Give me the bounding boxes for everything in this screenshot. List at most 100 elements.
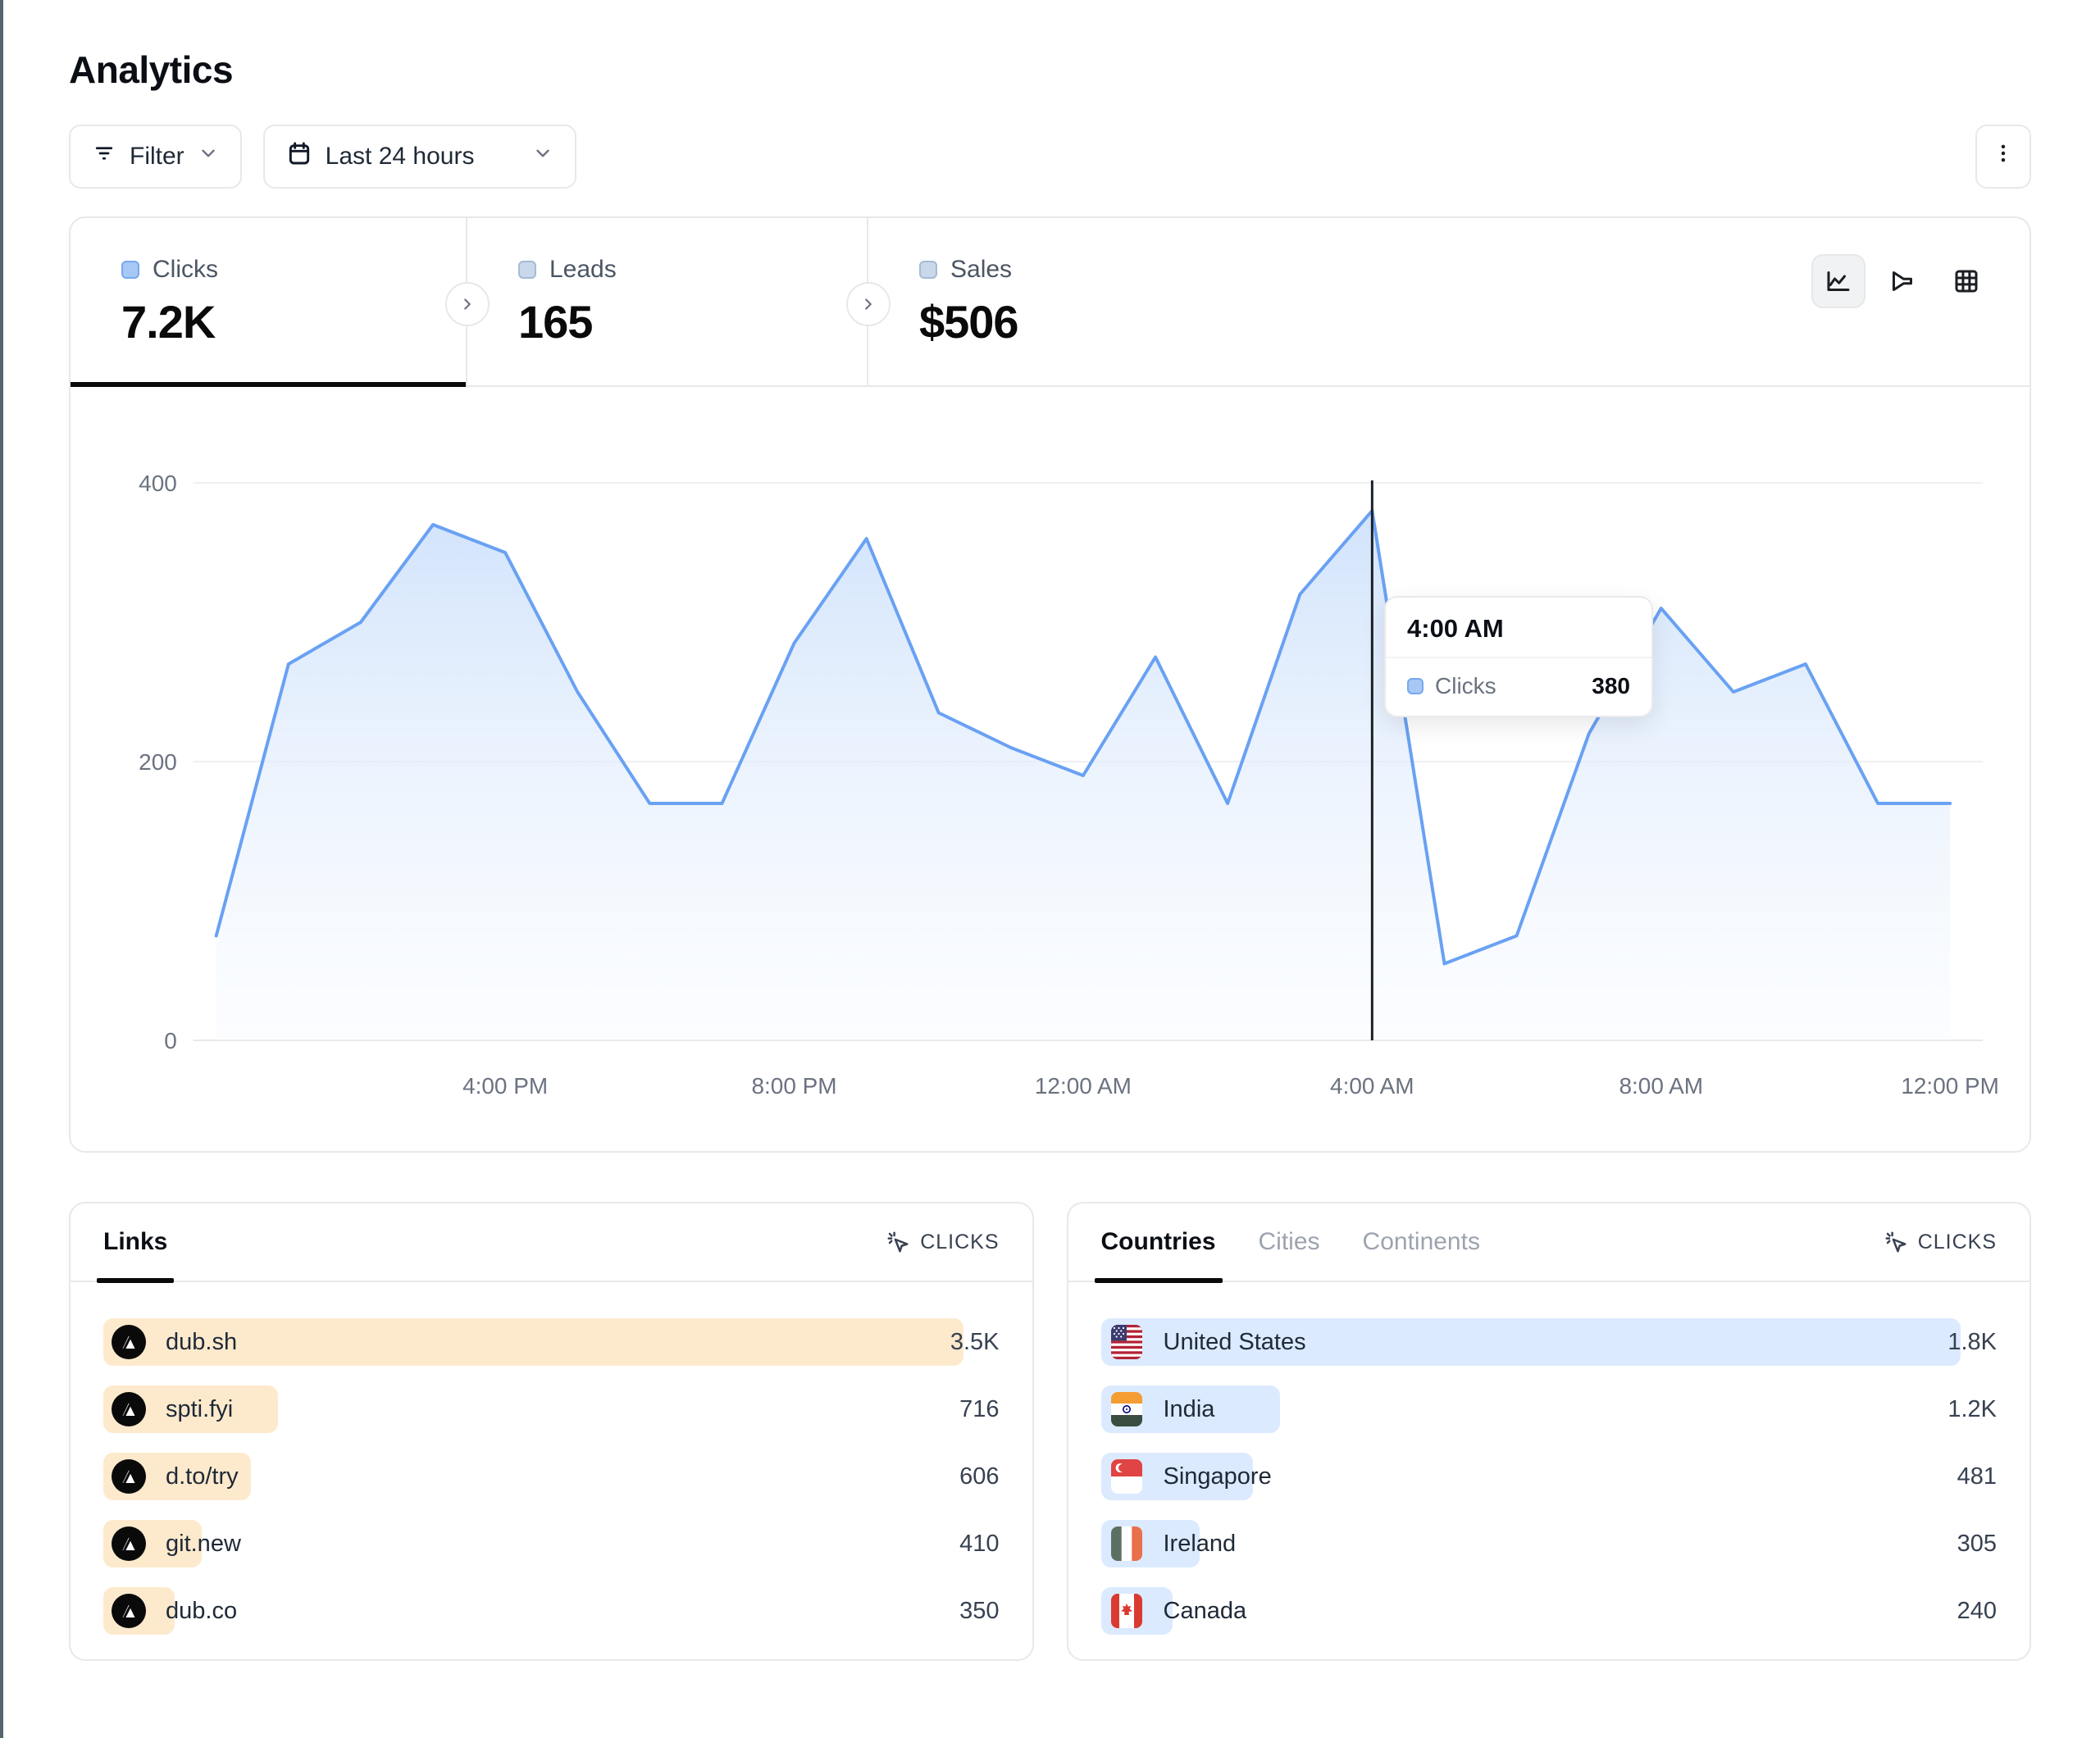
list-item-icon: [1109, 1392, 1144, 1426]
tab-links[interactable]: Links: [96, 1203, 175, 1283]
list-item[interactable]: dub.sh 3.5K: [103, 1318, 1000, 1366]
list-item-icon: [112, 1459, 146, 1494]
list-item-icon: [1109, 1526, 1144, 1561]
stat-label: Clicks: [153, 256, 218, 283]
tab-label: Links: [103, 1228, 168, 1255]
chevron-right-icon: [865, 298, 872, 310]
line-chart-icon: [1827, 271, 1850, 291]
leads-legend-square-icon: [518, 261, 536, 279]
list-item[interactable]: spti.fyi 716: [103, 1385, 1000, 1433]
cursor-click-icon: [887, 1231, 909, 1253]
table-view-button[interactable]: [1939, 254, 1993, 308]
geo-metric-selector[interactable]: CLICKS: [1884, 1230, 1997, 1254]
ca-flag-icon: [1110, 1594, 1142, 1628]
links-panel: Links CLICKS dub.sh 3.5K spti.fyi 716 d.…: [69, 1202, 1034, 1661]
list-item-value: 481: [1957, 1463, 1997, 1490]
x-axis-tick: 4:00 PM: [462, 1073, 548, 1099]
links-list: dub.sh 3.5K spti.fyi 716 d.to/try 606 gi…: [71, 1282, 1032, 1635]
list-item-icon: [112, 1594, 146, 1628]
clicks-legend-square-icon: [121, 261, 139, 279]
list-item[interactable]: dub.co 350: [103, 1587, 1000, 1635]
page-title: Analytics: [69, 48, 234, 91]
grid-table-icon: [1955, 270, 1978, 293]
list-item-label: git.new: [166, 1530, 241, 1557]
metric-label: CLICKS: [920, 1230, 1000, 1253]
tab-countries[interactable]: Countries: [1094, 1203, 1223, 1283]
tab-label: Countries: [1100, 1228, 1216, 1255]
chevron-down-icon: [532, 143, 553, 171]
links-metric-selector[interactable]: CLICKS: [886, 1230, 999, 1254]
list-item-label: India: [1163, 1395, 1215, 1422]
tab-sales[interactable]: Sales $506: [868, 218, 2029, 385]
clicks-time-series-chart[interactable]: 400 200 0 4:00 PM 8:00 PM 12:00 AM 4:00 …: [71, 387, 2029, 1151]
list-item-label: d.to/try: [166, 1463, 239, 1490]
area-chart-canvas: 400 200 0 4:00 PM 8:00 PM 12:00 AM 4:00 …: [139, 471, 1999, 1099]
analytics-page: Analytics Filter Last 24 hours: [69, 48, 2031, 1661]
clicks-legend-square-icon: [1407, 678, 1424, 694]
list-item[interactable]: d.to/try 606: [103, 1453, 1000, 1500]
analytics-chart-card: Clicks 7.2K Leads 165 Sales $506: [69, 216, 2031, 1153]
more-options-button[interactable]: [1975, 125, 2031, 189]
x-axis-tick: 12:00 PM: [1901, 1073, 1999, 1099]
list-item[interactable]: Singapore 481: [1100, 1453, 1997, 1500]
tab-leads[interactable]: Leads 165: [467, 218, 868, 385]
expand-leads-button[interactable]: [445, 282, 490, 326]
tab-continents[interactable]: Continents: [1363, 1203, 1480, 1281]
date-range-button[interactable]: Last 24 hours: [262, 125, 576, 189]
ie-flag-icon: [1110, 1526, 1142, 1561]
list-item-value: 1.2K: [1947, 1395, 1997, 1422]
list-item[interactable]: Ireland 305: [1100, 1520, 1997, 1567]
list-item-value: 305: [1957, 1530, 1997, 1557]
list-item-label: United States: [1163, 1328, 1306, 1355]
dub-logo-icon: [112, 1459, 146, 1494]
funnel-icon: [1893, 271, 1912, 291]
list-item-icon: [112, 1392, 146, 1426]
list-item-value: 3.5K: [950, 1328, 1000, 1355]
stats-tab-row: Clicks 7.2K Leads 165 Sales $506: [71, 218, 2029, 387]
list-item[interactable]: Canada 240: [1100, 1587, 1997, 1635]
cursor-click-icon: [1885, 1231, 1906, 1253]
toolbar: Filter Last 24 hours: [69, 125, 2031, 189]
expand-sales-button[interactable]: [846, 282, 891, 326]
list-item-value: 1.8K: [1947, 1328, 1997, 1355]
list-item-label: Canada: [1163, 1597, 1247, 1624]
tab-cities[interactable]: Cities: [1259, 1203, 1320, 1281]
value-bar: [103, 1318, 963, 1366]
metric-label: CLICKS: [1917, 1230, 1997, 1253]
list-item[interactable]: git.new 410: [103, 1520, 1000, 1567]
y-axis-tick: 0: [164, 1028, 177, 1053]
tab-label: Cities: [1258, 1228, 1320, 1255]
calendar-icon: [286, 140, 312, 173]
x-axis-tick: 8:00 AM: [1619, 1073, 1703, 1099]
geo-panel-header: Countries Cities Continents CLICKS: [1068, 1203, 2029, 1283]
list-item-value: 410: [959, 1530, 1000, 1557]
tab-clicks[interactable]: Clicks 7.2K: [71, 218, 467, 387]
line-chart-view-button[interactable]: [1811, 254, 1865, 308]
filter-button[interactable]: Filter: [69, 125, 242, 189]
stat-label: Sales: [950, 256, 1013, 283]
dub-logo-icon: [112, 1594, 146, 1628]
dub-logo-icon: [112, 1325, 146, 1359]
kebab-menu-icon: [1991, 141, 2016, 172]
filter-bars-icon: [92, 141, 116, 172]
funnel-view-button[interactable]: [1875, 254, 1929, 308]
sg-flag-icon: [1110, 1459, 1142, 1494]
us-flag-icon: [1110, 1325, 1142, 1359]
list-item[interactable]: India 1.2K: [1100, 1385, 1997, 1433]
list-item-icon: [1109, 1459, 1144, 1494]
dub-logo-icon: [112, 1392, 146, 1426]
x-axis-tick: 12:00 AM: [1035, 1073, 1132, 1099]
sales-value: $506: [919, 296, 1019, 348]
y-axis-tick: 400: [139, 471, 177, 496]
chevron-right-icon: [464, 298, 471, 310]
chart-tooltip: 4:00 AM Clicks 380: [1384, 596, 1653, 717]
list-item-label: spti.fyi: [166, 1395, 234, 1422]
tooltip-value: 380: [1592, 673, 1630, 698]
in-flag-icon: [1110, 1392, 1142, 1426]
list-item-value: 606: [959, 1463, 1000, 1490]
chevron-down-icon: [198, 143, 219, 171]
list-item-value: 350: [959, 1597, 1000, 1624]
list-item[interactable]: United States 1.8K: [1100, 1318, 1997, 1366]
date-range-label: Last 24 hours: [325, 143, 475, 170]
list-item-icon: [112, 1325, 146, 1359]
